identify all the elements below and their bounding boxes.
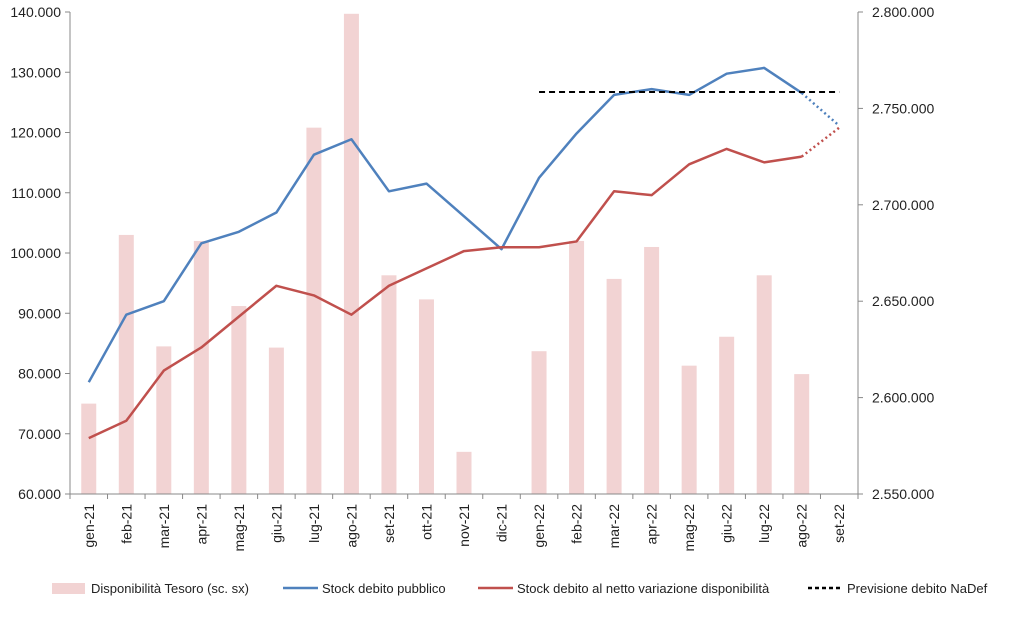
legend-label: Disponibilità Tesoro (sc. sx): [91, 581, 249, 596]
right-tick-label: 2.800.000: [872, 4, 934, 20]
left-tick-label: 80.000: [18, 366, 61, 382]
stock-debito-line: [87, 66, 803, 383]
x-tick-label: gen-21: [81, 504, 97, 548]
x-tick-label: feb-22: [569, 504, 585, 544]
x-tick-label: mag-21: [231, 504, 247, 552]
x-tick-label: mar-21: [156, 504, 172, 549]
bar-lug-21: [306, 127, 322, 495]
left-tick-label: 110.000: [11, 185, 61, 201]
legend-label: Stock debito pubblico: [322, 581, 446, 596]
x-tick-label: dic-21: [494, 504, 510, 542]
bar-giu-22: [719, 336, 735, 494]
x-tick-label: apr-22: [644, 504, 660, 545]
left-tick-label: 70.000: [18, 426, 61, 442]
x-tick-label: nov-21: [456, 504, 472, 547]
left-tick-label: 90.000: [18, 305, 61, 321]
right-tick-label: 2.700.000: [872, 197, 934, 213]
left-tick-label: 120.000: [10, 125, 61, 141]
x-tick-label: mar-22: [606, 504, 622, 549]
legend-label: Previsione debito NaDef: [847, 581, 988, 596]
x-tick-label: set-22: [831, 504, 847, 543]
legend-swatch-bar: [52, 583, 85, 594]
x-tick-label: ago-22: [794, 504, 810, 548]
left-tick-label: 130.000: [10, 64, 61, 80]
x-tick-label: gen-22: [531, 504, 547, 548]
x-tick-label: ago-21: [343, 504, 359, 548]
bar-feb-21: [118, 234, 134, 495]
bar-layer: [81, 13, 810, 495]
x-tick-label: lug-22: [756, 504, 772, 543]
right-tick-label: 2.750.000: [872, 100, 934, 116]
x-tick-label: ott-21: [418, 504, 434, 540]
x-tick-label: lug-21: [306, 504, 322, 543]
x-tick-label: set-21: [381, 504, 397, 543]
x-tick-label: apr-21: [193, 504, 209, 545]
bar-set-21: [381, 275, 397, 494]
bar-gen-22: [531, 351, 547, 494]
x-tick-label: giu-22: [719, 504, 735, 543]
left-tick-label: 140.000: [10, 4, 61, 20]
bar-gen-21: [81, 403, 97, 494]
right-tick-label: 2.600.000: [872, 390, 934, 406]
axes-layer: 60.000 70.000 80.000 90.000 100.000 110.000 12…: [10, 4, 934, 551]
stock-debito-line-forecast: [800, 92, 841, 127]
x-tick-label: giu-21: [268, 504, 284, 543]
bar-mar-22: [606, 278, 622, 494]
bar-apr-21: [193, 240, 209, 494]
bar-nov-21: [456, 451, 472, 494]
bar-ago-22: [794, 374, 810, 494]
left-tick-label: 60.000: [18, 486, 61, 502]
right-tick-label: 2.650.000: [872, 293, 934, 309]
bar-mar-21: [156, 346, 172, 494]
bar-apr-22: [644, 246, 660, 494]
right-tick-label: 2.550.000: [872, 486, 934, 502]
bar-mag-21: [231, 306, 247, 494]
left-tick-label: 100.000: [10, 245, 61, 261]
bar-lug-22: [756, 275, 772, 494]
x-tick-label: feb-21: [118, 504, 134, 544]
bar-ott-21: [418, 299, 434, 494]
line-layer: [87, 66, 841, 440]
stock-netto-line-forecast: [800, 126, 841, 158]
bar-feb-22: [569, 240, 585, 494]
legend: Disponibilità Tesoro (sc. sx) Stock debit…: [52, 581, 988, 596]
bar-ago-21: [343, 13, 359, 495]
bar-mag-22: [681, 365, 697, 494]
legend-label: Stock debito al netto variazione disponi…: [517, 581, 770, 596]
bar-giu-21: [268, 347, 284, 494]
stock-netto-line: [88, 147, 802, 440]
x-tick-label: mag-22: [681, 504, 697, 552]
